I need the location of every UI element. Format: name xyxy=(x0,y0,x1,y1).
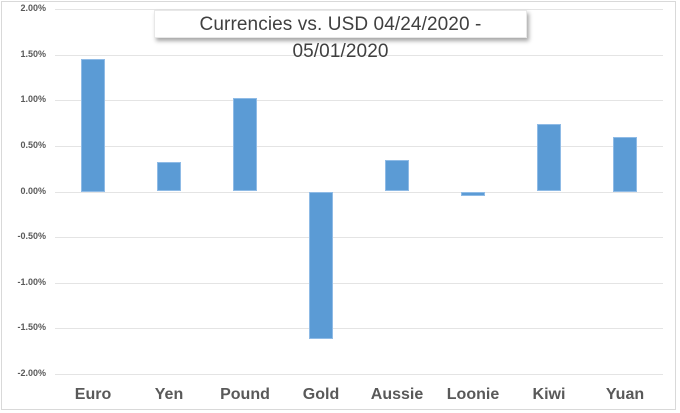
y-tick-label: 0.00% xyxy=(20,185,46,196)
x-tick-label: Pound xyxy=(220,386,270,403)
x-tick-label: Loonie xyxy=(446,386,500,403)
bar-gold xyxy=(309,191,333,340)
gridline xyxy=(55,100,663,102)
gridline xyxy=(55,9,663,10)
gridline xyxy=(55,374,663,375)
gridline xyxy=(55,54,663,56)
bar-yen xyxy=(157,162,181,192)
bar-aussie xyxy=(385,160,409,192)
gridline xyxy=(55,328,663,330)
plot-area xyxy=(55,9,663,375)
x-tick-label: Gold xyxy=(302,386,340,403)
bar-loonie xyxy=(461,191,485,197)
x-tick-label: Euro xyxy=(74,386,112,403)
x-tick-label: Yen xyxy=(154,386,184,403)
y-tick-label: 1.50% xyxy=(20,48,46,59)
x-tick-label: Yuan xyxy=(605,386,645,403)
bar-euro xyxy=(81,59,105,192)
bar-kiwi xyxy=(537,123,561,192)
y-tick-label: 2.00% xyxy=(20,3,46,13)
chart-title: Currencies vs. USD 04/24/2020 - 05/01/20… xyxy=(154,10,527,62)
y-tick-label: -2.00% xyxy=(17,368,46,378)
y-tick-label: -1.50% xyxy=(17,322,46,333)
gridline xyxy=(55,145,663,147)
x-tick-label: Kiwi xyxy=(532,386,566,403)
gridline xyxy=(55,191,663,193)
bar-pound xyxy=(233,98,257,192)
y-tick-label: -1.00% xyxy=(17,276,46,287)
gridline xyxy=(55,282,663,284)
bar-yuan xyxy=(613,136,637,192)
y-tick-label: -0.50% xyxy=(17,231,46,242)
y-tick-label: 1.00% xyxy=(20,94,46,105)
gridline xyxy=(55,237,663,239)
x-tick-label: Aussie xyxy=(370,386,424,403)
y-tick-label: 0.50% xyxy=(20,139,46,150)
